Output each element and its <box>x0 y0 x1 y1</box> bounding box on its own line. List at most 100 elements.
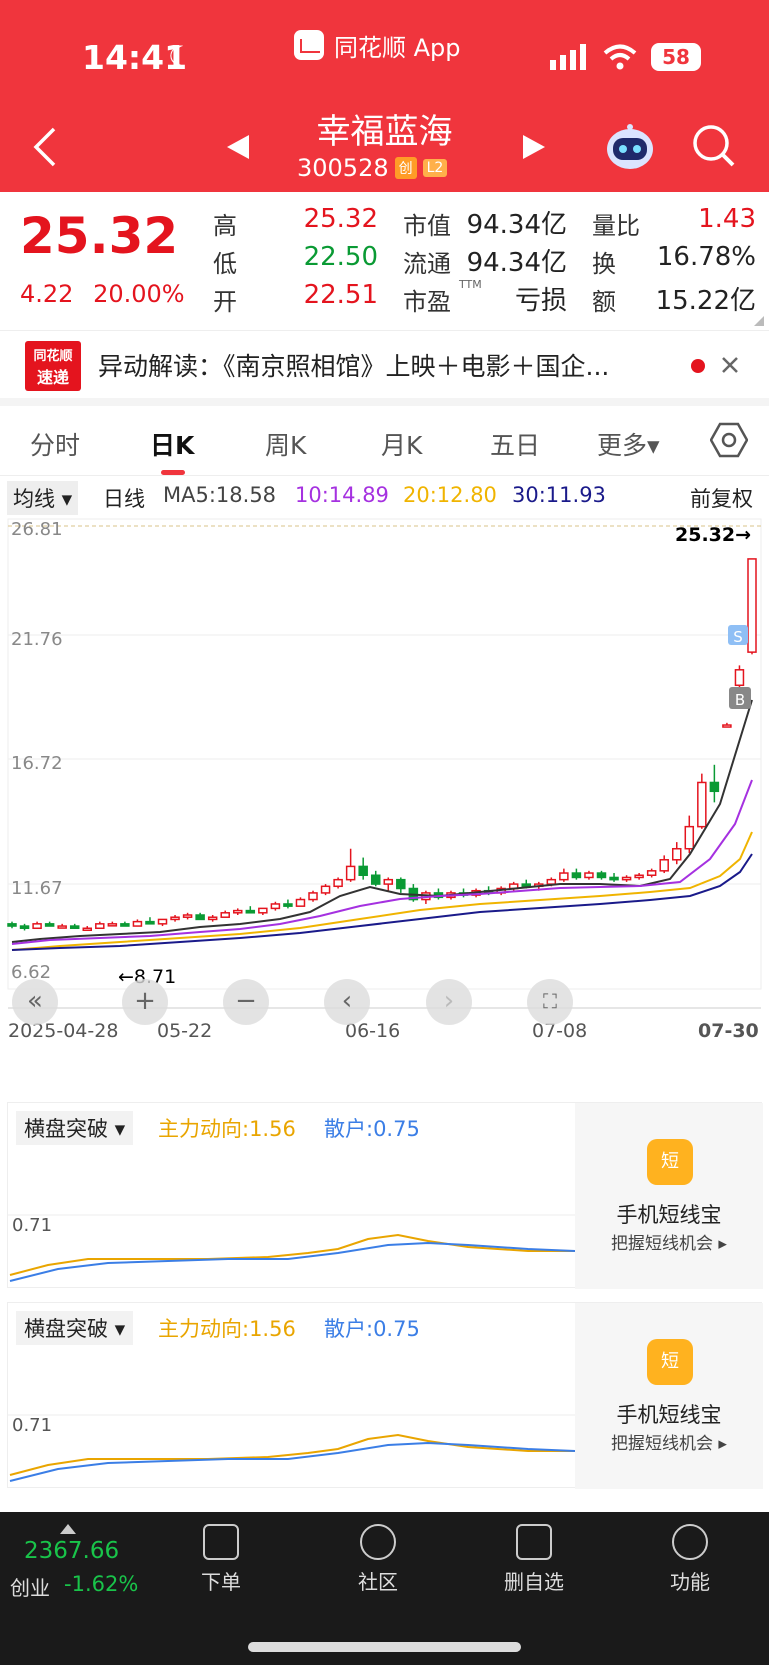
tab-five-day[interactable]: 五日 <box>490 431 541 460</box>
index-value[interactable]: 2367.66 <box>24 1538 120 1564</box>
candle-body[interactable] <box>345 865 356 881</box>
candle-body[interactable] <box>207 916 218 921</box>
candle-body[interactable] <box>333 878 343 888</box>
sell-marker-text: S <box>733 628 743 646</box>
candle-body[interactable] <box>283 903 293 907</box>
scroll-right-button[interactable]: › <box>426 979 472 1025</box>
candle-body[interactable] <box>621 876 632 881</box>
candle-body[interactable] <box>69 925 80 930</box>
candle-body[interactable] <box>609 876 619 881</box>
nav-order[interactable]: 下单 <box>171 1524 271 1595</box>
candle-body[interactable] <box>659 859 669 872</box>
candle-body[interactable] <box>722 724 732 728</box>
promo-card[interactable]: 短 手机短线宝 把握短线机会 ▸ <box>575 1103 763 1289</box>
expand-corner-icon[interactable] <box>754 316 764 326</box>
zoom-out-button[interactable]: − <box>223 979 269 1025</box>
prev-stock-icon[interactable] <box>225 133 251 161</box>
close-icon[interactable] <box>720 355 740 375</box>
candle-body[interactable] <box>120 923 130 927</box>
kline-svg[interactable]: 26.81 21.76 16.72 11.67 6.62 25.32→ ←8.7… <box>0 514 769 1044</box>
candle-body[interactable] <box>358 865 368 876</box>
app-badge[interactable]: 同花顺 App <box>294 28 461 62</box>
candle-body[interactable] <box>396 878 406 890</box>
y-tick-label: 11.67 <box>11 878 63 899</box>
nav-community[interactable]: 社区 <box>328 1524 428 1595</box>
candle-body[interactable] <box>383 878 394 885</box>
tab-monthly-k[interactable]: 月K <box>381 431 423 460</box>
zoom-in-button[interactable]: + <box>122 979 168 1025</box>
candle-body[interactable] <box>308 892 318 901</box>
candle-body[interactable] <box>646 870 657 876</box>
candle-body[interactable] <box>596 872 607 879</box>
candle-body[interactable] <box>170 916 180 921</box>
candle-body[interactable] <box>697 781 707 828</box>
tab-more[interactable]: 更多▾ <box>597 431 660 460</box>
candle-body[interactable] <box>320 885 331 894</box>
candle-body[interactable] <box>82 927 93 932</box>
scroll-start-button[interactable]: « <box>12 979 58 1025</box>
next-stock-icon[interactable] <box>521 133 547 161</box>
candle-body[interactable] <box>95 923 105 930</box>
candle-body[interactable] <box>734 669 745 687</box>
candle-body[interactable] <box>370 874 381 885</box>
candle-body[interactable] <box>44 923 55 927</box>
back-icon[interactable] <box>30 125 60 169</box>
candle-body[interactable] <box>157 918 168 925</box>
nav-label: 删自选 <box>504 1570 564 1594</box>
stock-code: 300528 <box>297 154 389 182</box>
buy-marker[interactable] <box>729 687 751 709</box>
nav-functions[interactable]: 功能 <box>640 1524 740 1595</box>
candle-body[interactable] <box>132 920 143 927</box>
candle-body[interactable] <box>584 872 594 879</box>
candle-body[interactable] <box>233 909 243 914</box>
candle-body[interactable] <box>559 872 569 881</box>
candle-body[interactable] <box>107 923 118 927</box>
nav-remove-watchlist[interactable]: 删自选 <box>484 1524 584 1595</box>
ma30-line <box>11 853 753 951</box>
promo-card[interactable]: 短 手机短线宝 把握短线机会 ▸ <box>575 1303 763 1489</box>
candle-body[interactable] <box>258 907 268 914</box>
tab-daily-k[interactable]: 日K <box>150 431 195 460</box>
news-banner[interactable]: 同花顺 速递 异动解读：《南京照相馆》上映＋电影＋国企... <box>0 330 769 398</box>
candle-body[interactable] <box>521 883 531 888</box>
candle-body[interactable] <box>32 923 42 930</box>
news-text[interactable]: 异动解读：《南京照相馆》上映＋电影＋国企... <box>98 352 610 381</box>
candle-body[interactable] <box>7 923 17 927</box>
candle-body[interactable] <box>19 925 30 930</box>
home-indicator[interactable] <box>248 1642 521 1652</box>
search-icon[interactable] <box>692 124 736 170</box>
y-tick-label: 16.72 <box>11 753 63 774</box>
candle-body[interactable] <box>195 914 205 921</box>
robot-assistant-icon[interactable] <box>604 122 656 172</box>
fullscreen-button[interactable]: ⛶ <box>527 979 573 1025</box>
sell-marker[interactable] <box>728 625 748 645</box>
nav-label: 社区 <box>358 1570 398 1594</box>
candle-body[interactable] <box>671 847 682 861</box>
nav-label: 下单 <box>201 1570 241 1594</box>
adjust-mode[interactable]: 前复权 <box>690 487 753 511</box>
indicator-panel-select[interactable]: 横盘突破 ▾ <box>16 1111 134 1145</box>
scroll-left-button[interactable]: ‹ <box>324 979 370 1025</box>
candle-body[interactable] <box>684 825 695 850</box>
tab-intraday[interactable]: 分时 <box>30 431 81 460</box>
active-tab-indicator <box>161 470 185 475</box>
kline-chart[interactable]: 26.81 21.76 16.72 11.67 6.62 25.32→ ←8.7… <box>0 514 769 1044</box>
candle-body[interactable] <box>747 558 757 653</box>
candle-body[interactable] <box>270 903 281 910</box>
settings-hexagon-icon[interactable] <box>710 422 748 458</box>
candle-body[interactable] <box>295 898 306 907</box>
candle-body[interactable] <box>546 878 557 885</box>
candle-body[interactable] <box>182 914 193 918</box>
candle-body[interactable] <box>571 872 582 879</box>
candle-body[interactable] <box>145 920 155 925</box>
candle-body[interactable] <box>245 909 256 914</box>
period-label: 日线 <box>103 487 145 511</box>
candle-body[interactable] <box>220 912 230 918</box>
indicator-select[interactable]: 均线 ▾ <box>7 481 79 515</box>
candle-body[interactable] <box>634 874 644 879</box>
candle-body[interactable] <box>57 925 67 929</box>
expand-up-icon[interactable] <box>60 1524 76 1534</box>
indicator-panel-select[interactable]: 横盘突破 ▾ <box>16 1311 134 1345</box>
tab-weekly-k[interactable]: 周K <box>265 431 307 460</box>
candle-body[interactable] <box>709 781 720 793</box>
